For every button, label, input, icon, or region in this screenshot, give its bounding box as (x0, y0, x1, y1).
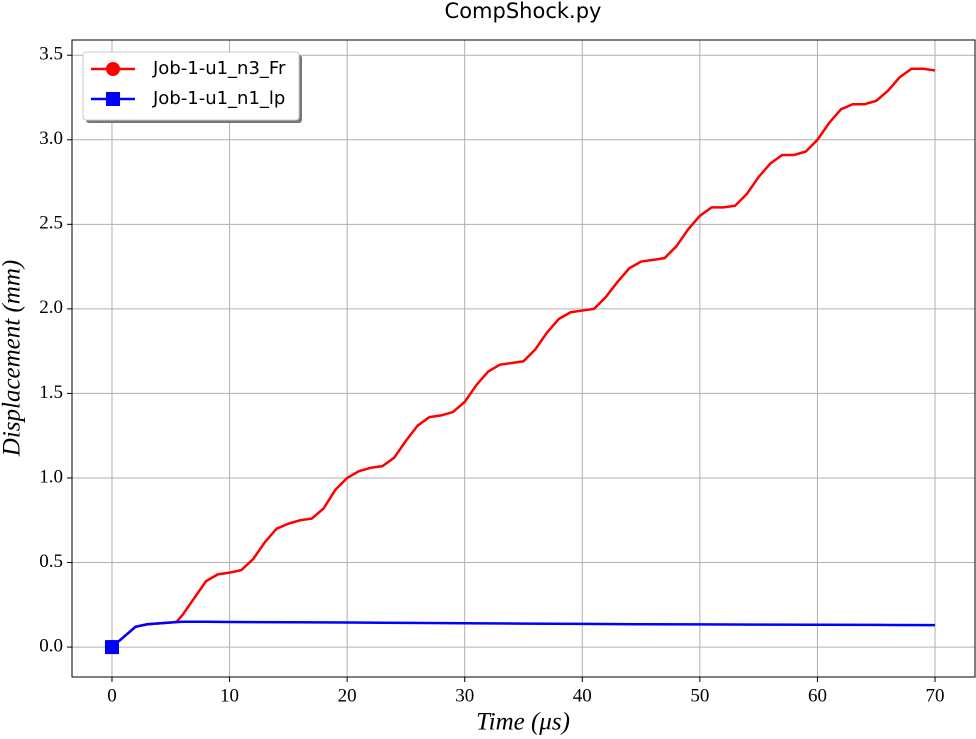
x-tick-label: 0 (107, 685, 117, 706)
legend-label: Job-1-u1_n1_lp (152, 88, 285, 109)
line-series (111, 620, 936, 649)
x-tick-label: 40 (573, 685, 592, 706)
y-tick-label: 0.5 (39, 551, 63, 572)
x-tick-label: 50 (690, 685, 709, 706)
x-tick-label: 30 (455, 685, 474, 706)
line-series (111, 67, 936, 649)
y-tick-label: 1.5 (39, 382, 63, 403)
legend-marker (106, 92, 120, 106)
x-tick-label: 20 (338, 685, 357, 706)
y-tick-label: 2.0 (39, 297, 63, 318)
y-axis-label: Displacement (mm) (0, 260, 26, 457)
y-tick-label: 2.5 (39, 213, 63, 234)
y-tick-label: 3.0 (39, 128, 63, 149)
y-tick-label: 3.5 (39, 44, 63, 65)
legend (82, 51, 300, 121)
x-axis-label: Time (μs) (476, 709, 570, 736)
x-tick-label: 10 (220, 685, 239, 706)
chart-title: CompShock.py (445, 0, 602, 23)
legend-label: Job-1-u1_n3_Fr (152, 58, 286, 79)
x-tick-label: 60 (808, 685, 827, 706)
plot-frame (71, 39, 976, 678)
y-tick-label: 0.0 (39, 635, 63, 656)
x-tick-label: 70 (926, 685, 945, 706)
marker (104, 640, 119, 655)
legend-marker (106, 62, 120, 76)
y-tick-label: 1.0 (39, 466, 63, 487)
